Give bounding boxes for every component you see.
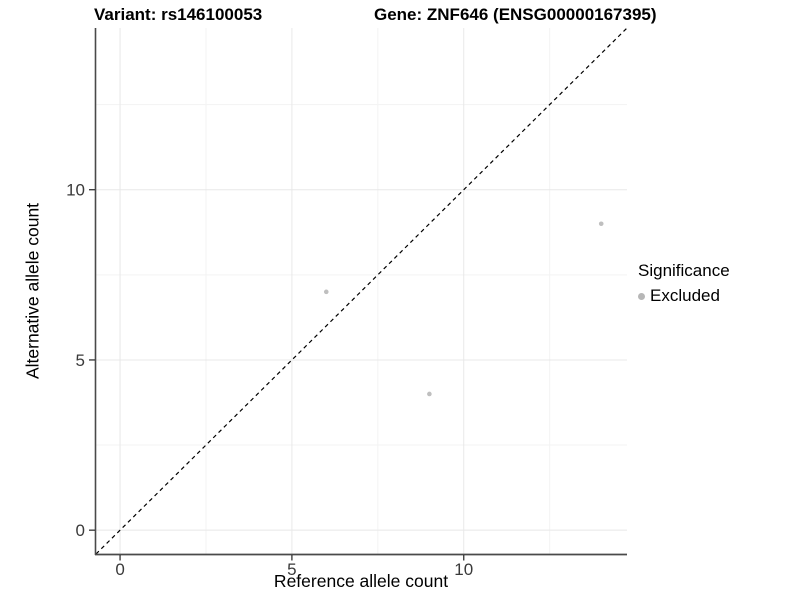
- x-tick-label: 10: [454, 560, 473, 579]
- plot-title-gene: Gene: ZNF646 (ENSG00000167395): [374, 5, 657, 24]
- legend-title: Significance: [638, 261, 730, 280]
- legend: Significance Excluded: [638, 261, 730, 306]
- legend-key-dot-icon: [638, 292, 645, 300]
- data-point: [598, 221, 604, 227]
- legend-item-label: Excluded: [650, 286, 720, 305]
- y-axis-title: Alternative allele count: [22, 202, 43, 380]
- data-point: [427, 391, 432, 397]
- y-tick-label: 0: [76, 521, 85, 540]
- legend-item-excluded: Excluded: [638, 286, 730, 306]
- identity-line: [95, 27, 628, 555]
- y-tick-label: 10: [66, 181, 85, 200]
- plot-title-variant: Variant: rs146100053: [94, 5, 263, 24]
- x-tick-label: 0: [115, 560, 124, 579]
- y-tick-label: 5: [76, 351, 85, 370]
- x-tick-label: 5: [287, 560, 296, 579]
- x-axis-title: Reference allele count: [273, 571, 449, 591]
- data-point: [323, 289, 329, 295]
